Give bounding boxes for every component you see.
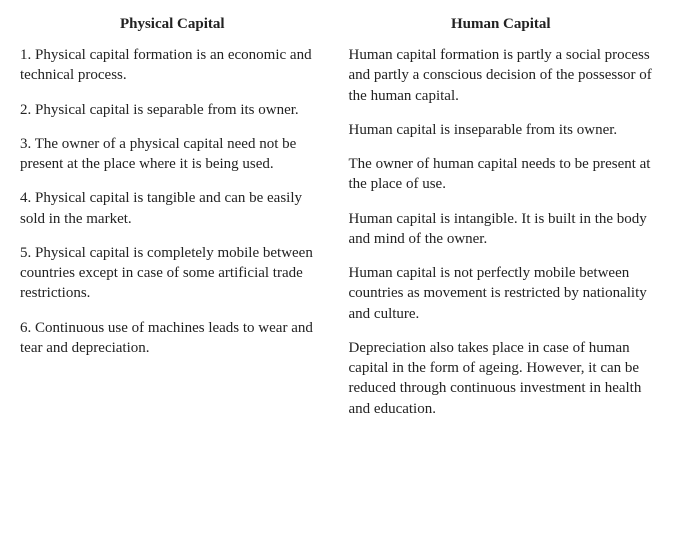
table-row: Human capital is intangible. It is built… (349, 209, 654, 250)
comparison-table: Physical Capital 1. Physical capital for… (20, 16, 653, 433)
table-row: 3. The owner of a physical capital need … (20, 134, 325, 175)
table-row: 2. Physical capital is separable from it… (20, 100, 325, 120)
column-physical-capital: Physical Capital 1. Physical capital for… (20, 16, 325, 433)
table-row: Depreciation also takes place in case of… (349, 338, 654, 419)
header-right: Human Capital (349, 16, 654, 33)
table-row: 6. Continuous use of machines leads to w… (20, 318, 325, 359)
table-row: Human capital is inseparable from its ow… (349, 120, 654, 140)
table-row: The owner of human capital needs to be p… (349, 154, 654, 195)
table-row: 1. Physical capital formation is an econ… (20, 45, 325, 86)
header-left: Physical Capital (20, 16, 325, 33)
table-row: Human capital formation is partly a soci… (349, 45, 654, 106)
table-row: 5. Physical capital is completely mobile… (20, 243, 325, 304)
column-human-capital: Human Capital Human capital formation is… (349, 16, 654, 433)
table-row: Human capital is not perfectly mobile be… (349, 263, 654, 324)
table-row: 4. Physical capital is tangible and can … (20, 188, 325, 229)
